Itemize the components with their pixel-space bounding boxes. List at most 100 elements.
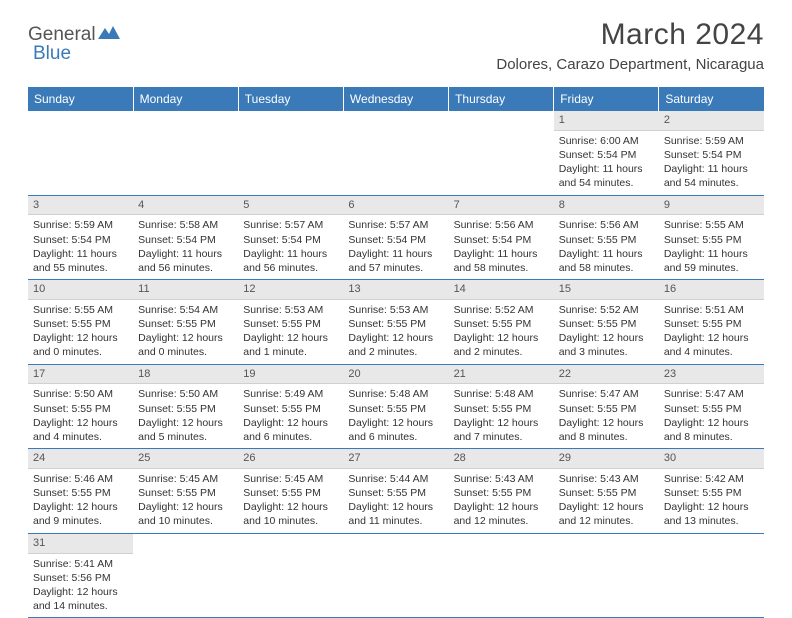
weekday-header: Saturday xyxy=(659,87,764,111)
calendar-cell xyxy=(343,533,448,618)
sunset-text: Sunset: 5:55 PM xyxy=(559,317,654,331)
calendar-cell xyxy=(238,533,343,618)
sunset-text: Sunset: 5:55 PM xyxy=(664,486,759,500)
sunset-text: Sunset: 5:55 PM xyxy=(138,486,233,500)
day-content: Sunrise: 5:43 AMSunset: 5:55 PMDaylight:… xyxy=(554,469,659,533)
sunset-text: Sunset: 5:55 PM xyxy=(559,486,654,500)
sunrise-text: Sunrise: 5:55 AM xyxy=(33,303,128,317)
day-number: 23 xyxy=(659,365,764,385)
day-content: Sunrise: 5:51 AMSunset: 5:55 PMDaylight:… xyxy=(659,300,764,364)
day-number: 24 xyxy=(28,449,133,469)
daylight-text: Daylight: 11 hours and 57 minutes. xyxy=(348,247,443,275)
sunrise-text: Sunrise: 5:53 AM xyxy=(348,303,443,317)
day-content: Sunrise: 6:00 AMSunset: 5:54 PMDaylight:… xyxy=(554,131,659,195)
day-content: Sunrise: 5:47 AMSunset: 5:55 PMDaylight:… xyxy=(659,384,764,448)
calendar-cell xyxy=(28,111,133,195)
sunrise-text: Sunrise: 5:53 AM xyxy=(243,303,338,317)
sunrise-text: Sunrise: 5:57 AM xyxy=(243,218,338,232)
day-number: 25 xyxy=(133,449,238,469)
day-number: 27 xyxy=(343,449,448,469)
daylight-text: Daylight: 12 hours and 0 minutes. xyxy=(33,331,128,359)
day-content: Sunrise: 5:52 AMSunset: 5:55 PMDaylight:… xyxy=(554,300,659,364)
day-content: Sunrise: 5:59 AMSunset: 5:54 PMDaylight:… xyxy=(28,215,133,279)
day-content: Sunrise: 5:48 AMSunset: 5:55 PMDaylight:… xyxy=(343,384,448,448)
sunset-text: Sunset: 5:55 PM xyxy=(243,317,338,331)
sunrise-text: Sunrise: 5:56 AM xyxy=(454,218,549,232)
calendar-cell: 7Sunrise: 5:56 AMSunset: 5:54 PMDaylight… xyxy=(449,195,554,280)
daylight-text: Daylight: 12 hours and 14 minutes. xyxy=(33,585,128,613)
daylight-text: Daylight: 12 hours and 12 minutes. xyxy=(454,500,549,528)
sunset-text: Sunset: 5:54 PM xyxy=(243,233,338,247)
sunrise-text: Sunrise: 5:48 AM xyxy=(348,387,443,401)
day-content: Sunrise: 5:57 AMSunset: 5:54 PMDaylight:… xyxy=(343,215,448,279)
calendar-cell: 8Sunrise: 5:56 AMSunset: 5:55 PMDaylight… xyxy=(554,195,659,280)
day-number: 28 xyxy=(449,449,554,469)
sunrise-text: Sunrise: 5:44 AM xyxy=(348,472,443,486)
day-content: Sunrise: 5:59 AMSunset: 5:54 PMDaylight:… xyxy=(659,131,764,195)
daylight-text: Daylight: 12 hours and 5 minutes. xyxy=(138,416,233,444)
day-content: Sunrise: 5:55 AMSunset: 5:55 PMDaylight:… xyxy=(659,215,764,279)
day-number: 26 xyxy=(238,449,343,469)
sunrise-text: Sunrise: 5:50 AM xyxy=(33,387,128,401)
sunset-text: Sunset: 5:55 PM xyxy=(454,317,549,331)
calendar-cell: 24Sunrise: 5:46 AMSunset: 5:55 PMDayligh… xyxy=(28,449,133,534)
calendar-cell: 1Sunrise: 6:00 AMSunset: 5:54 PMDaylight… xyxy=(554,111,659,195)
sunset-text: Sunset: 5:55 PM xyxy=(454,402,549,416)
daylight-text: Daylight: 12 hours and 7 minutes. xyxy=(454,416,549,444)
day-content: Sunrise: 5:49 AMSunset: 5:55 PMDaylight:… xyxy=(238,384,343,448)
day-content: Sunrise: 5:50 AMSunset: 5:55 PMDaylight:… xyxy=(28,384,133,448)
calendar-cell: 2Sunrise: 5:59 AMSunset: 5:54 PMDaylight… xyxy=(659,111,764,195)
day-number: 18 xyxy=(133,365,238,385)
day-number: 14 xyxy=(449,280,554,300)
calendar-cell: 19Sunrise: 5:49 AMSunset: 5:55 PMDayligh… xyxy=(238,364,343,449)
logo-text-blue: Blue xyxy=(33,43,71,64)
daylight-text: Daylight: 12 hours and 10 minutes. xyxy=(138,500,233,528)
day-content: Sunrise: 5:57 AMSunset: 5:54 PMDaylight:… xyxy=(238,215,343,279)
sunrise-text: Sunrise: 5:41 AM xyxy=(33,557,128,571)
day-number: 30 xyxy=(659,449,764,469)
sunrise-text: Sunrise: 5:52 AM xyxy=(454,303,549,317)
calendar-cell: 29Sunrise: 5:43 AMSunset: 5:55 PMDayligh… xyxy=(554,449,659,534)
sunrise-text: Sunrise: 5:55 AM xyxy=(664,218,759,232)
weekday-header: Monday xyxy=(133,87,238,111)
day-number: 10 xyxy=(28,280,133,300)
sunset-text: Sunset: 5:55 PM xyxy=(243,486,338,500)
sunrise-text: Sunrise: 5:52 AM xyxy=(559,303,654,317)
sunset-text: Sunset: 5:55 PM xyxy=(664,233,759,247)
day-number: 4 xyxy=(133,196,238,216)
calendar-cell: 9Sunrise: 5:55 AMSunset: 5:55 PMDaylight… xyxy=(659,195,764,280)
weekday-header: Wednesday xyxy=(343,87,448,111)
calendar-cell xyxy=(238,111,343,195)
calendar-cell xyxy=(449,533,554,618)
logo-text-blue-wrap: Blue xyxy=(33,43,71,65)
day-content: Sunrise: 5:43 AMSunset: 5:55 PMDaylight:… xyxy=(449,469,554,533)
sunset-text: Sunset: 5:54 PM xyxy=(138,233,233,247)
calendar-cell: 28Sunrise: 5:43 AMSunset: 5:55 PMDayligh… xyxy=(449,449,554,534)
daylight-text: Daylight: 12 hours and 0 minutes. xyxy=(138,331,233,359)
sunrise-text: Sunrise: 6:00 AM xyxy=(559,134,654,148)
daylight-text: Daylight: 12 hours and 3 minutes. xyxy=(559,331,654,359)
calendar-cell: 13Sunrise: 5:53 AMSunset: 5:55 PMDayligh… xyxy=(343,280,448,365)
calendar-cell: 26Sunrise: 5:45 AMSunset: 5:55 PMDayligh… xyxy=(238,449,343,534)
sunrise-text: Sunrise: 5:43 AM xyxy=(454,472,549,486)
daylight-text: Daylight: 12 hours and 12 minutes. xyxy=(559,500,654,528)
sunset-text: Sunset: 5:55 PM xyxy=(138,317,233,331)
daylight-text: Daylight: 11 hours and 59 minutes. xyxy=(664,247,759,275)
calendar-cell: 3Sunrise: 5:59 AMSunset: 5:54 PMDaylight… xyxy=(28,195,133,280)
day-number: 17 xyxy=(28,365,133,385)
day-number: 1 xyxy=(554,111,659,131)
daylight-text: Daylight: 12 hours and 6 minutes. xyxy=(348,416,443,444)
calendar-cell: 12Sunrise: 5:53 AMSunset: 5:55 PMDayligh… xyxy=(238,280,343,365)
calendar-cell xyxy=(133,533,238,618)
day-content: Sunrise: 5:41 AMSunset: 5:56 PMDaylight:… xyxy=(28,554,133,618)
weekday-row: SundayMondayTuesdayWednesdayThursdayFrid… xyxy=(28,87,764,111)
sunset-text: Sunset: 5:55 PM xyxy=(243,402,338,416)
day-number: 20 xyxy=(343,365,448,385)
flag-icon xyxy=(98,25,120,46)
daylight-text: Daylight: 12 hours and 2 minutes. xyxy=(454,331,549,359)
sunset-text: Sunset: 5:54 PM xyxy=(33,233,128,247)
calendar-cell: 17Sunrise: 5:50 AMSunset: 5:55 PMDayligh… xyxy=(28,364,133,449)
calendar-head: SundayMondayTuesdayWednesdayThursdayFrid… xyxy=(28,87,764,111)
month-title: March 2024 xyxy=(496,18,764,52)
day-content: Sunrise: 5:45 AMSunset: 5:55 PMDaylight:… xyxy=(238,469,343,533)
